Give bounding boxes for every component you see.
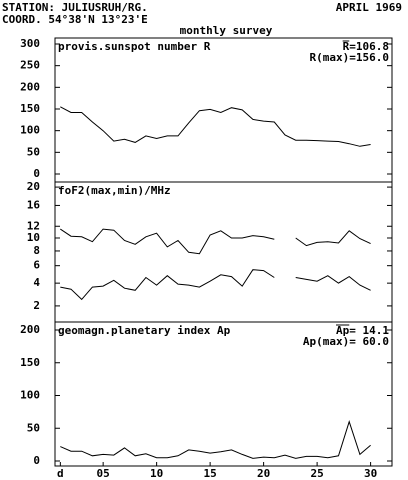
y-tick-label: 0 — [33, 454, 40, 467]
y-tick-label: 100 — [20, 124, 40, 137]
annotation: Ap(max)= 60.0 — [303, 335, 389, 348]
x-tick-label: d — [57, 467, 64, 480]
x-tick-label: 25 — [310, 467, 323, 480]
x-tick-label: 05 — [97, 467, 110, 480]
y-tick-label: 150 — [20, 356, 40, 369]
y-tick-label: 20 — [27, 180, 40, 193]
line — [60, 228, 371, 255]
y-tick-label: 8 — [33, 244, 40, 257]
x-tick-label: 15 — [204, 467, 217, 480]
y-tick-label: 50 — [27, 421, 40, 434]
date: APRIL 1969 — [336, 1, 402, 14]
panel-frame — [54, 321, 393, 467]
x-tick-label: 20 — [257, 467, 270, 480]
panel-title: foF2(max,min)/MHz — [58, 184, 171, 197]
line — [60, 106, 371, 147]
y-tick-label: 2 — [33, 299, 40, 312]
annotation: R=106.8 — [343, 40, 389, 53]
y-tick-label: 0 — [33, 167, 40, 180]
y-tick-label: 200 — [20, 80, 40, 93]
panel-title: provis.sunspot number R — [58, 40, 211, 53]
panel-title: geomagn.planetary index Ap — [58, 324, 231, 337]
y-tick-label: 6 — [33, 259, 40, 272]
station: STATION: JULIUSRUH/RG. — [2, 1, 148, 14]
y-tick-label: 4 — [33, 276, 40, 289]
y-tick-label: 250 — [20, 59, 40, 72]
y-tick-label: 300 — [20, 37, 40, 50]
line — [60, 420, 371, 459]
annotation: Ap= 14.1 — [336, 324, 389, 337]
y-tick-label: 12 — [27, 219, 40, 232]
y-tick-label: 16 — [27, 198, 41, 211]
y-tick-label: 50 — [27, 145, 40, 158]
y-tick-label: 200 — [20, 323, 40, 336]
annotation: R(max)=156.0 — [310, 51, 389, 64]
x-tick-label: 30 — [364, 467, 377, 480]
y-tick-label: 150 — [20, 102, 40, 115]
x-tick-label: 10 — [150, 467, 163, 480]
coord: COORD. 54°38'N 13°23'E — [2, 13, 148, 26]
y-tick-label: 100 — [20, 389, 40, 402]
subtitle: monthly survey — [180, 24, 273, 37]
y-tick-label: 10 — [27, 231, 40, 244]
line — [60, 269, 371, 301]
